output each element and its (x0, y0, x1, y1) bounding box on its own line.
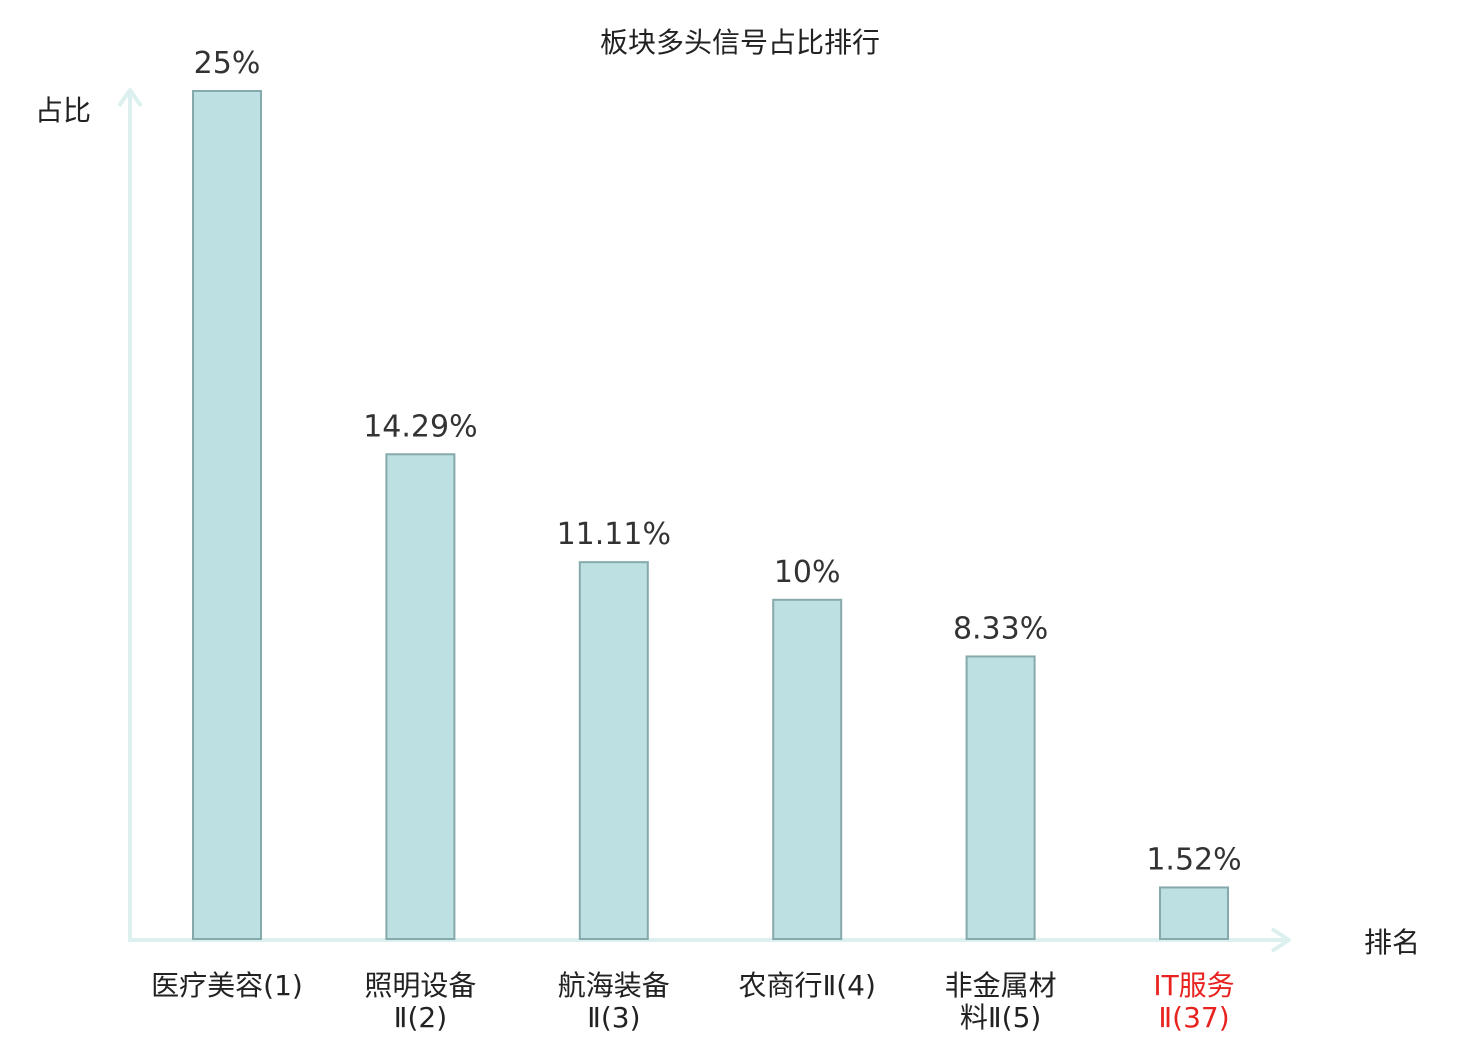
x-axis-label: 排名 (1364, 926, 1420, 959)
value-label-5: 8.33% (953, 611, 1048, 646)
category-label-5-line-1: 非金属材 (945, 969, 1057, 1002)
bar-3 (578, 561, 649, 940)
category-label-5-line-2: 料Ⅱ(5) (960, 1001, 1041, 1034)
category-label-6-line-2: Ⅱ(37) (1158, 1001, 1229, 1034)
chart-title: 板块多头信号占比排行 (600, 26, 880, 59)
x-axis-arrow-icon (1270, 927, 1291, 953)
bar-1 (192, 90, 262, 940)
category-label-3-line-2: Ⅱ(3) (587, 1001, 640, 1034)
bar-5 (965, 655, 1036, 940)
bar-4 (772, 598, 843, 940)
category-label-6-line-1: IT服务 (1153, 969, 1234, 1002)
y-axis-arrow-icon (117, 88, 143, 108)
value-label-4: 10% (774, 555, 841, 590)
category-label-3-line-1: 航海装备 (558, 969, 670, 1002)
value-label-1: 25% (194, 46, 261, 81)
category-label-4-line-1: 农商行Ⅱ(4) (738, 969, 875, 1002)
bar-6 (1159, 886, 1229, 940)
y-axis-label: 占比 (35, 94, 91, 127)
category-label-2-line-2: Ⅱ(2) (394, 1001, 447, 1034)
bar-2 (385, 453, 456, 940)
category-label-2-line-1: 照明设备 (364, 969, 476, 1002)
category-label-1-line-1: 医疗美容(1) (151, 969, 303, 1002)
value-label-6: 1.52% (1146, 842, 1241, 877)
value-label-3: 11.11% (557, 517, 671, 552)
value-label-2: 14.29% (363, 409, 477, 444)
